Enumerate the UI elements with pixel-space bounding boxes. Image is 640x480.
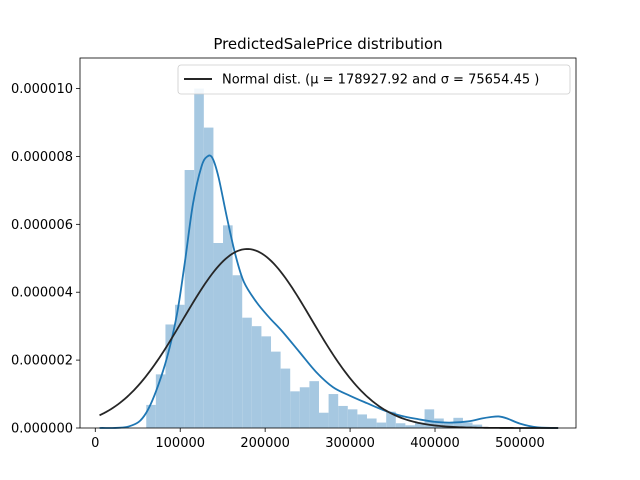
legend-box	[177, 64, 571, 95]
histogram-bar	[184, 170, 195, 428]
x-tick-label: 300000	[325, 436, 375, 451]
histogram-bar	[175, 304, 185, 428]
chart-title: PredictedSalePrice distribution	[213, 35, 442, 53]
histogram-bar	[299, 387, 310, 428]
histogram-bar	[462, 422, 473, 428]
histogram-bar	[213, 243, 224, 428]
histogram-bar	[434, 418, 444, 428]
histogram-bar	[155, 374, 166, 428]
histogram-bar	[271, 351, 281, 428]
histogram-bar	[386, 411, 396, 428]
histogram-bar	[232, 275, 243, 428]
legend-entry-normal: Normal dist. (μ = 178927.92 and σ = 7565…	[222, 73, 539, 88]
histogram-bar	[366, 418, 377, 428]
y-tick-label: 0.000006	[11, 218, 73, 233]
y-tick-label: 0.000000	[11, 422, 73, 437]
histogram-bar	[194, 88, 204, 428]
histogram-bar	[414, 422, 425, 428]
legend: Normal dist. (μ = 178927.92 and σ = 7565…	[177, 64, 571, 95]
histogram-bar	[347, 409, 358, 428]
y-tick-label: 0.000008	[11, 150, 73, 165]
y-axis: 0.000000 0.000002 0.000004 0.000006 0.000008…	[11, 82, 80, 437]
histogram-bar	[376, 422, 387, 428]
histogram-bar	[251, 326, 262, 428]
x-tick-label: 400000	[410, 436, 460, 451]
histogram-bar	[357, 414, 367, 428]
histogram-bar	[261, 336, 272, 428]
histogram-bar	[290, 391, 300, 428]
histogram-bar	[146, 404, 156, 428]
histogram-bars	[146, 88, 483, 428]
x-tick-label: 200000	[240, 436, 290, 451]
histogram-bar	[242, 317, 252, 428]
x-tick-label: 0	[91, 436, 99, 451]
histogram-bar	[223, 225, 233, 428]
y-tick-label: 0.000004	[11, 286, 73, 301]
x-tick-label: 500000	[495, 436, 545, 451]
histogram-bar	[443, 422, 454, 428]
histogram-bar	[280, 368, 291, 428]
x-tick-label: 100000	[155, 436, 205, 451]
histogram-bar	[424, 409, 435, 428]
x-axis: 0 100000 200000 300000 400000 500000	[91, 428, 545, 451]
y-tick-label: 0.000010	[11, 82, 73, 97]
histogram-bar	[165, 324, 176, 428]
plot-frame	[79, 57, 577, 429]
y-tick-label: 0.000002	[11, 354, 73, 369]
histogram-bar	[318, 412, 329, 428]
histogram-bar	[395, 423, 406, 428]
kde-curve	[99, 154, 559, 429]
histogram-bar	[309, 381, 319, 428]
histogram-bar	[338, 405, 348, 428]
histogram-bar	[405, 425, 415, 428]
histogram-bar	[328, 394, 339, 428]
histogram-bar	[472, 424, 483, 428]
